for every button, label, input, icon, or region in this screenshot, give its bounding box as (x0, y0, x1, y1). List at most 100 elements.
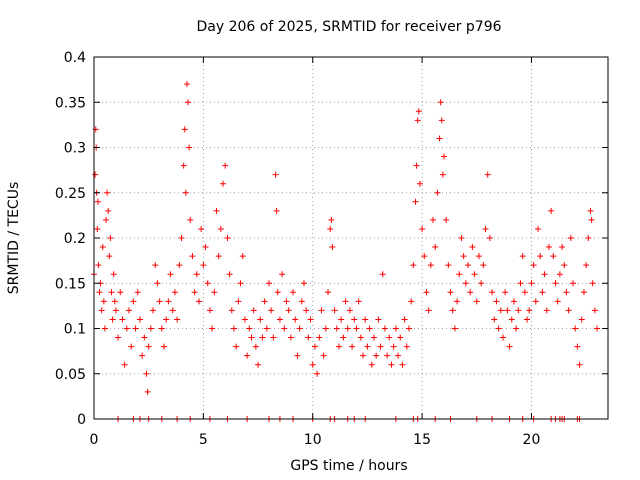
data-point (167, 271, 174, 278)
data-point (413, 162, 420, 169)
data-point (103, 216, 110, 223)
data-point (491, 316, 498, 323)
data-point (559, 244, 566, 251)
data-point (241, 316, 248, 323)
data-point (141, 334, 148, 341)
data-point (408, 298, 415, 305)
data-point (144, 388, 151, 395)
data-point (200, 262, 207, 269)
y-tick-label: 0 (77, 412, 86, 428)
data-point (360, 352, 367, 359)
data-point (572, 325, 579, 332)
data-point (395, 352, 402, 359)
data-point (178, 235, 185, 241)
y-axis-label: SRMTID / TECUs (6, 182, 22, 295)
y-tick-labels: 0 0.05 0.1 0.15 0.2 0.25 0.3 0.35 0.4 (55, 50, 86, 428)
data-point (401, 316, 408, 323)
data-point (110, 271, 117, 278)
data-point (279, 271, 286, 278)
data-point (235, 298, 242, 305)
data-point (521, 289, 528, 296)
data-point (462, 280, 469, 287)
data-point (296, 325, 303, 332)
data-point (303, 307, 310, 314)
data-point (587, 207, 594, 214)
data-point (403, 343, 410, 350)
data-point (119, 316, 126, 323)
data-point (250, 307, 257, 314)
data-point (480, 262, 487, 269)
data-point (300, 280, 307, 287)
data-point (191, 289, 198, 296)
data-point (390, 343, 397, 350)
data-point (211, 289, 218, 296)
data-point (109, 316, 116, 323)
data-point (414, 117, 421, 124)
data-point (430, 216, 437, 223)
data-point (130, 298, 137, 305)
data-point (94, 225, 101, 232)
data-point (139, 352, 146, 359)
data-point (537, 253, 544, 260)
data-point (209, 325, 216, 332)
data-point (482, 225, 489, 232)
data-point (355, 298, 362, 305)
data-point (478, 280, 485, 287)
data-point (333, 325, 340, 332)
data-point (591, 307, 598, 314)
data-point (344, 325, 351, 332)
data-point (379, 271, 386, 278)
data-point (473, 298, 480, 305)
data-point (145, 343, 152, 350)
y-tick-label: 0.15 (55, 276, 86, 292)
x-tick-label: 15 (413, 432, 431, 448)
data-point (314, 370, 321, 377)
data-point (432, 244, 439, 251)
data-point (268, 307, 275, 314)
data-point (329, 244, 336, 251)
data-point (112, 307, 119, 314)
data-points (91, 81, 601, 422)
data-point (255, 361, 262, 368)
grid-layer (94, 57, 608, 419)
data-point (541, 271, 548, 278)
data-point (121, 361, 128, 368)
data-point (237, 280, 244, 287)
data-point (222, 162, 229, 169)
data-point (471, 271, 478, 278)
data-point (392, 325, 399, 332)
data-point (489, 289, 496, 296)
data-point (388, 361, 395, 368)
data-point (397, 334, 404, 341)
data-point (128, 343, 135, 350)
data-point (217, 225, 224, 232)
data-point (410, 262, 417, 269)
data-point (434, 189, 441, 196)
data-point (532, 298, 539, 305)
data-point (504, 307, 511, 314)
data-point (467, 289, 474, 296)
data-point (100, 298, 107, 305)
data-point (150, 307, 157, 314)
data-point (570, 280, 577, 287)
data-point (381, 325, 388, 332)
data-point (327, 225, 334, 232)
data-point (493, 298, 500, 305)
data-point (156, 298, 163, 305)
data-point (475, 253, 482, 260)
data-point (484, 171, 491, 178)
data-point (115, 334, 122, 341)
data-point (370, 334, 377, 341)
data-point (580, 289, 587, 296)
data-point (283, 298, 290, 305)
data-point (585, 235, 592, 241)
data-point (274, 289, 281, 296)
data-point (183, 81, 190, 88)
data-point (351, 316, 358, 323)
data-point (436, 135, 443, 142)
data-point (578, 316, 585, 323)
data-point (111, 298, 118, 305)
data-point (545, 244, 552, 251)
data-point (182, 189, 189, 196)
